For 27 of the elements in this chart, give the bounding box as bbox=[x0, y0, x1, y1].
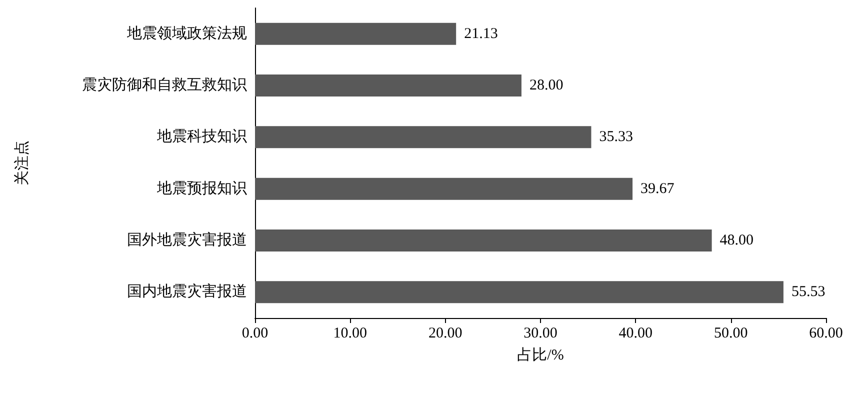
x-tick-label: 10.00 bbox=[333, 326, 368, 342]
bar bbox=[255, 178, 633, 200]
data-label: 35.33 bbox=[599, 129, 633, 146]
data-label: 39.67 bbox=[640, 180, 675, 197]
y-tick-label: 地震科技知识 bbox=[156, 128, 247, 146]
bar bbox=[255, 230, 712, 252]
y-axis-title: 关注点 bbox=[14, 140, 30, 186]
data-label: 28.00 bbox=[529, 78, 564, 94]
bar bbox=[255, 126, 592, 148]
data-label: 21.13 bbox=[464, 26, 498, 42]
y-tick-label: 地震领域政策法规 bbox=[126, 24, 247, 42]
bar bbox=[255, 22, 456, 45]
x-tick-label: 30.00 bbox=[524, 326, 558, 342]
x-axis-title: 占比/% bbox=[517, 346, 564, 364]
data-label: 55.53 bbox=[791, 284, 826, 300]
bar bbox=[255, 74, 522, 96]
x-tick-label: 50.00 bbox=[714, 326, 748, 342]
data-label: 48.00 bbox=[720, 232, 754, 248]
x-tick-label: 40.00 bbox=[618, 326, 653, 342]
x-tick-label: 0.00 bbox=[242, 326, 268, 342]
y-tick-label: 国外地震灾害报道 bbox=[127, 232, 247, 248]
x-tick-label: 20.00 bbox=[428, 326, 462, 342]
y-tick-label: 震灾防御和自救互救知识 bbox=[82, 76, 247, 94]
y-tick-label: 地震预报知识 bbox=[156, 180, 247, 197]
y-tick-label: 国内地震灾害报道 bbox=[127, 283, 247, 300]
bar bbox=[255, 281, 784, 304]
x-tick-label: 60.00 bbox=[809, 326, 843, 342]
